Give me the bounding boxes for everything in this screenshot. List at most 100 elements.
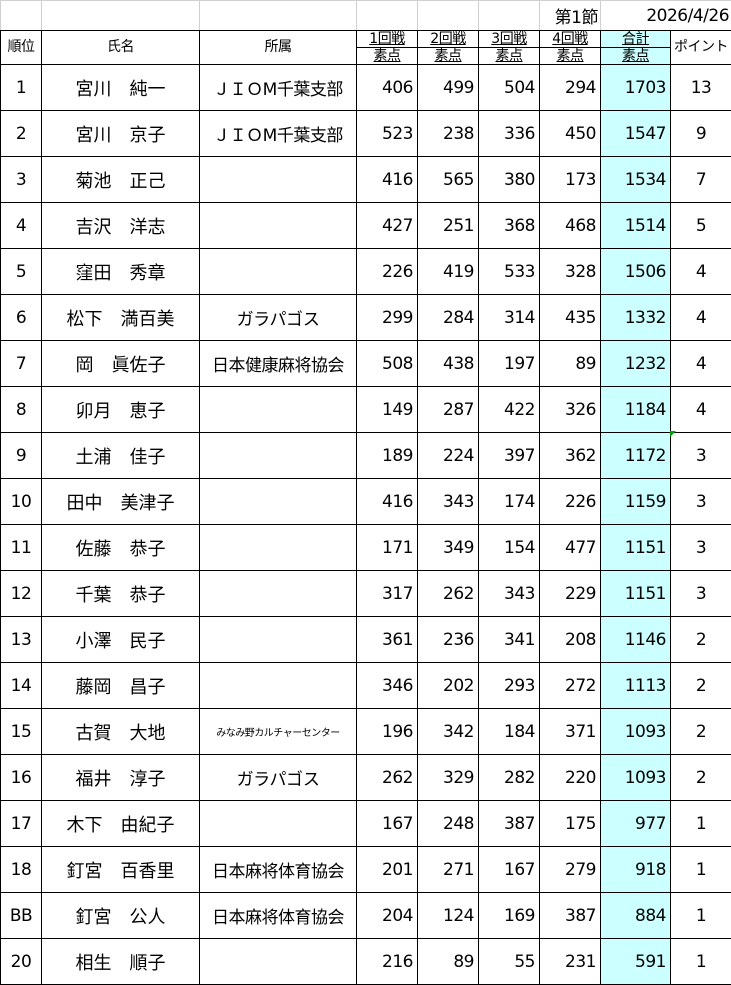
name-cell[interactable]: 吉沢 洋志 [42,203,200,249]
rank-cell[interactable]: 1 [1,65,42,111]
points-cell[interactable]: 3 [671,525,731,571]
name-cell[interactable]: 古賀 大地 [42,709,200,755]
header-rank[interactable]: 順位 [1,31,42,65]
round3-score-cell[interactable]: 293 [479,663,540,709]
round2-score-cell[interactable]: 236 [418,617,479,663]
total-score-cell[interactable]: 1332 [601,295,671,341]
rank-cell[interactable]: 20 [1,939,42,985]
round1-score-cell[interactable]: 171 [357,525,418,571]
round2-score-cell[interactable]: 419 [418,249,479,295]
round3-score-cell[interactable]: 154 [479,525,540,571]
round1-score-cell[interactable]: 406 [357,65,418,111]
round4-score-cell[interactable]: 279 [540,847,601,893]
round3-score-cell[interactable]: 380 [479,157,540,203]
total-score-cell[interactable]: 1146 [601,617,671,663]
affiliation-cell[interactable]: ガラパゴス [200,755,357,801]
affiliation-cell[interactable]: 日本麻将体育協会 [200,893,357,939]
points-cell[interactable]: 3 [671,571,731,617]
round1-score-cell[interactable]: 317 [357,571,418,617]
rank-cell[interactable]: BB [1,893,42,939]
total-score-cell[interactable]: 1184 [601,387,671,433]
points-cell[interactable]: 7 [671,157,731,203]
total-score-cell[interactable]: 591 [601,939,671,985]
total-score-cell[interactable]: 884 [601,893,671,939]
affiliation-cell[interactable]: ＪＩＯM千葉支部 [200,111,357,157]
rank-cell[interactable]: 6 [1,295,42,341]
rank-cell[interactable]: 3 [1,157,42,203]
rank-cell[interactable]: 5 [1,249,42,295]
round4-score-cell[interactable]: 226 [540,479,601,525]
date[interactable]: 2026/4/26 [601,1,731,31]
round1-score-cell[interactable]: 149 [357,387,418,433]
name-cell[interactable]: 木下 由紀子 [42,801,200,847]
name-cell[interactable]: 釘宮 公人 [42,893,200,939]
round4-score-cell[interactable]: 220 [540,755,601,801]
affiliation-cell[interactable]: みなみ野カルチャーセンター [200,709,357,755]
round4-score-cell[interactable]: 362 [540,433,601,479]
round4-score-cell[interactable]: 387 [540,893,601,939]
points-cell[interactable]: 4 [671,387,731,433]
cell[interactable] [357,1,418,31]
rank-cell[interactable]: 13 [1,617,42,663]
round1-score-cell[interactable]: 508 [357,341,418,387]
round3-score-cell[interactable]: 368 [479,203,540,249]
total-score-cell[interactable]: 1703 [601,65,671,111]
rank-cell[interactable]: 2 [1,111,42,157]
header-round4[interactable]: 4回戦 [540,31,601,48]
round1-score-cell[interactable]: 523 [357,111,418,157]
header-sub-score[interactable]: 素点 [357,48,418,65]
total-score-cell[interactable]: 1232 [601,341,671,387]
round1-score-cell[interactable]: 167 [357,801,418,847]
points-cell[interactable]: 1 [671,893,731,939]
round2-score-cell[interactable]: 238 [418,111,479,157]
round3-score-cell[interactable]: 184 [479,709,540,755]
total-score-cell[interactable]: 918 [601,847,671,893]
round2-score-cell[interactable]: 271 [418,847,479,893]
round4-score-cell[interactable]: 173 [540,157,601,203]
name-cell[interactable]: 菊池 正己 [42,157,200,203]
round-label[interactable]: 第1節 [540,1,601,31]
round2-score-cell[interactable]: 343 [418,479,479,525]
round1-score-cell[interactable]: 201 [357,847,418,893]
name-cell[interactable]: 福井 淳子 [42,755,200,801]
points-cell[interactable]: 2 [671,663,731,709]
total-score-cell[interactable]: 1547 [601,111,671,157]
header-round1[interactable]: 1回戦 [357,31,418,48]
points-cell[interactable]: 2 [671,709,731,755]
cell[interactable] [1,1,42,31]
rank-cell[interactable]: 14 [1,663,42,709]
comment-indicator-icon[interactable] [670,431,676,437]
round3-score-cell[interactable]: 55 [479,939,540,985]
round1-score-cell[interactable]: 189 [357,433,418,479]
name-cell[interactable]: 相生 順子 [42,939,200,985]
round3-score-cell[interactable]: 336 [479,111,540,157]
total-score-cell[interactable]: 977 [601,801,671,847]
round3-score-cell[interactable]: 169 [479,893,540,939]
affiliation-cell[interactable]: 日本麻将体育協会 [200,847,357,893]
rank-cell[interactable]: 15 [1,709,42,755]
round2-score-cell[interactable]: 329 [418,755,479,801]
name-cell[interactable]: 窪田 秀章 [42,249,200,295]
affiliation-cell[interactable] [200,203,357,249]
points-cell[interactable]: 9 [671,111,731,157]
name-cell[interactable]: 千葉 恭子 [42,571,200,617]
name-cell[interactable]: 宮川 京子 [42,111,200,157]
round3-score-cell[interactable]: 314 [479,295,540,341]
total-score-cell[interactable]: 1514 [601,203,671,249]
round2-score-cell[interactable]: 251 [418,203,479,249]
round2-score-cell[interactable]: 284 [418,295,479,341]
header-name[interactable]: 氏名 [42,31,200,65]
round4-score-cell[interactable]: 208 [540,617,601,663]
points-cell[interactable]: 3 [671,479,731,525]
total-score-cell[interactable]: 1151 [601,571,671,617]
affiliation-cell[interactable] [200,801,357,847]
points-cell[interactable]: 3 [671,433,731,479]
round3-score-cell[interactable]: 282 [479,755,540,801]
name-cell[interactable]: 岡 眞佐子 [42,341,200,387]
round1-score-cell[interactable]: 299 [357,295,418,341]
affiliation-cell[interactable] [200,433,357,479]
round1-score-cell[interactable]: 346 [357,663,418,709]
rank-cell[interactable]: 8 [1,387,42,433]
round3-score-cell[interactable]: 341 [479,617,540,663]
round1-score-cell[interactable]: 226 [357,249,418,295]
